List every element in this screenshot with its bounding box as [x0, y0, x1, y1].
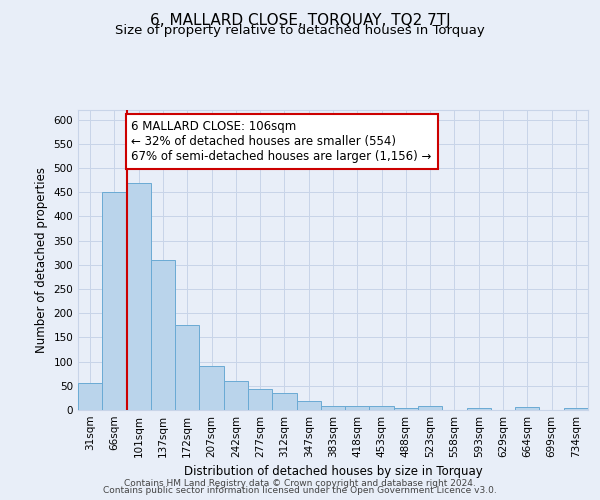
Bar	[515, 406, 539, 410]
Bar	[248, 389, 272, 410]
Bar	[272, 393, 296, 410]
Text: 6, MALLARD CLOSE, TORQUAY, TQ2 7TJ: 6, MALLARD CLOSE, TORQUAY, TQ2 7TJ	[149, 12, 451, 28]
Text: Contains public sector information licensed under the Open Government Licence v3: Contains public sector information licen…	[103, 486, 497, 495]
Bar	[564, 408, 588, 410]
Bar	[151, 260, 175, 410]
Y-axis label: Number of detached properties: Number of detached properties	[35, 167, 48, 353]
Bar	[321, 406, 345, 410]
X-axis label: Distribution of detached houses by size in Torquay: Distribution of detached houses by size …	[184, 466, 482, 478]
Bar	[296, 402, 321, 410]
Bar	[467, 408, 491, 410]
Text: Contains HM Land Registry data © Crown copyright and database right 2024.: Contains HM Land Registry data © Crown c…	[124, 478, 476, 488]
Text: Size of property relative to detached houses in Torquay: Size of property relative to detached ho…	[115, 24, 485, 37]
Bar	[175, 326, 199, 410]
Bar	[102, 192, 127, 410]
Bar	[370, 406, 394, 410]
Bar	[345, 406, 370, 410]
Bar	[394, 408, 418, 410]
Bar	[127, 182, 151, 410]
Text: 6 MALLARD CLOSE: 106sqm
← 32% of detached houses are smaller (554)
67% of semi-d: 6 MALLARD CLOSE: 106sqm ← 32% of detache…	[131, 120, 432, 162]
Bar	[418, 406, 442, 410]
Bar	[78, 384, 102, 410]
Bar	[224, 381, 248, 410]
Bar	[199, 366, 224, 410]
